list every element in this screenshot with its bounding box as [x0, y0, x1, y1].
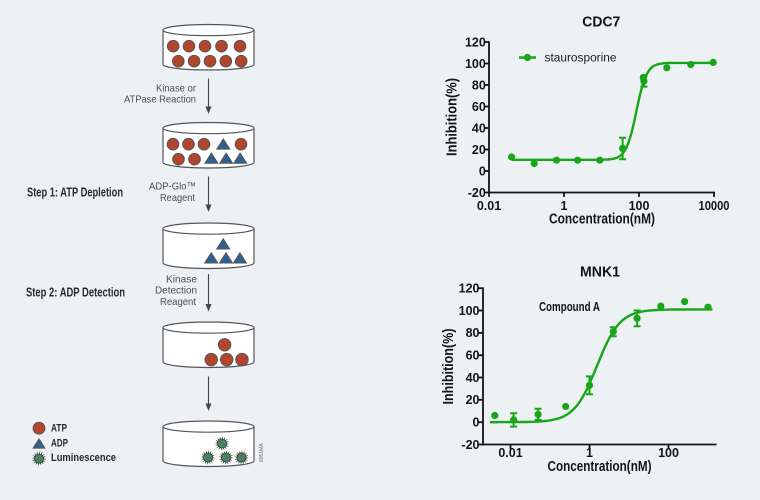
- svg-text:MNK1: MNK1: [580, 265, 620, 281]
- svg-text:60: 60: [472, 100, 486, 114]
- svg-text:100: 100: [465, 57, 486, 71]
- svg-text:Inhibition(%): Inhibition(%): [445, 78, 461, 156]
- svg-text:Luminescence: Luminescence: [51, 452, 116, 464]
- svg-text:Inhibition(%): Inhibition(%): [441, 328, 457, 404]
- svg-text:1: 1: [561, 199, 568, 213]
- svg-text:Detection: Detection: [155, 285, 197, 297]
- svg-text:Reagent: Reagent: [160, 192, 195, 204]
- svg-text:10000: 10000: [699, 199, 730, 213]
- svg-text:Step 2: ADP Detection: Step 2: ADP Detection: [26, 286, 125, 300]
- svg-text:ATP: ATP: [51, 423, 67, 435]
- svg-text:Kinase or: Kinase or: [156, 83, 196, 95]
- svg-text:100: 100: [629, 199, 650, 213]
- svg-text:40: 40: [466, 371, 480, 385]
- svg-text:-20: -20: [468, 186, 486, 200]
- svg-text:80: 80: [466, 326, 480, 340]
- svg-text:100: 100: [459, 304, 480, 318]
- svg-text:8051MA: 8051MA: [259, 443, 265, 462]
- svg-text:120: 120: [459, 282, 480, 296]
- svg-text:40: 40: [472, 121, 486, 135]
- svg-text:0.01: 0.01: [498, 446, 522, 460]
- svg-text:Concentration(nM): Concentration(nM): [549, 211, 655, 227]
- svg-text:ADP: ADP: [51, 437, 68, 449]
- svg-text:staurosporine: staurosporine: [545, 51, 617, 65]
- svg-text:Reagent: Reagent: [160, 296, 196, 308]
- svg-text:60: 60: [466, 349, 480, 363]
- svg-text:Kinase: Kinase: [166, 273, 197, 285]
- svg-text:20: 20: [472, 143, 486, 157]
- svg-text:80: 80: [472, 78, 486, 92]
- svg-text:ADP-Glo™: ADP-Glo™: [149, 181, 196, 193]
- svg-text:1: 1: [586, 446, 593, 460]
- svg-text:Concentration(nM): Concentration(nM): [548, 459, 652, 475]
- svg-text:Compound A: Compound A: [539, 299, 600, 314]
- svg-text:0: 0: [473, 416, 480, 430]
- svg-text:100: 100: [658, 446, 679, 460]
- svg-text:20: 20: [466, 393, 480, 407]
- svg-text:0: 0: [479, 164, 486, 178]
- svg-text:-20: -20: [461, 438, 479, 452]
- svg-text:ATPase Reaction: ATPase Reaction: [124, 94, 196, 106]
- svg-text:Step 1: ATP Depletion: Step 1: ATP Depletion: [27, 185, 123, 199]
- svg-text:CDC7: CDC7: [582, 15, 620, 31]
- svg-text:0.01: 0.01: [477, 199, 501, 213]
- svg-text:120: 120: [465, 35, 486, 49]
